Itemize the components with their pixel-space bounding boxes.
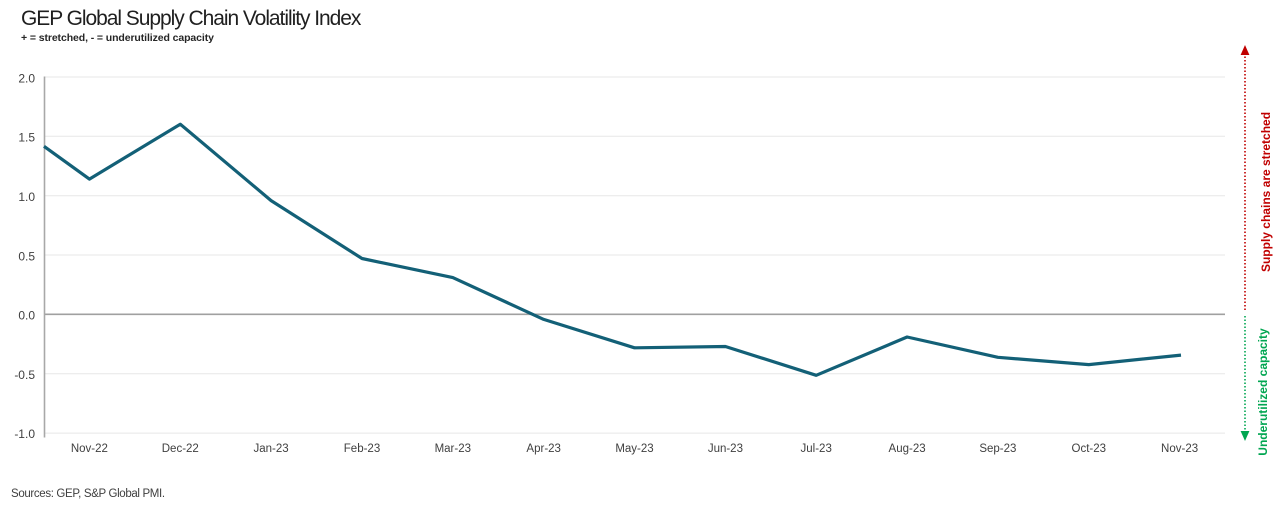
svg-text:Aug-23: Aug-23 bbox=[889, 443, 926, 455]
svg-text:Nov-23: Nov-23 bbox=[1161, 443, 1198, 455]
svg-text:Nov-22: Nov-22 bbox=[71, 443, 108, 455]
svg-text:Jun-23: Jun-23 bbox=[708, 443, 743, 455]
svg-text:0.5: 0.5 bbox=[18, 249, 35, 263]
svg-text:Jan-23: Jan-23 bbox=[254, 443, 289, 455]
svg-text:Sep-23: Sep-23 bbox=[979, 443, 1016, 455]
svg-text:-0.5: -0.5 bbox=[14, 368, 35, 382]
svg-text:-1.0: -1.0 bbox=[14, 427, 35, 441]
svg-text:Underutilized capacity: Underutilized capacity bbox=[1256, 328, 1270, 456]
svg-text:0.0: 0.0 bbox=[18, 308, 35, 322]
svg-text:2.0: 2.0 bbox=[18, 71, 35, 85]
svg-text:Jul-23: Jul-23 bbox=[801, 443, 832, 455]
svg-text:Supply chains are stretched: Supply chains are stretched bbox=[1259, 112, 1273, 272]
svg-text:Apr-23: Apr-23 bbox=[526, 443, 561, 455]
svg-text:Dec-22: Dec-22 bbox=[162, 443, 199, 455]
svg-text:Feb-23: Feb-23 bbox=[344, 443, 380, 455]
svg-text:Mar-23: Mar-23 bbox=[435, 443, 471, 455]
svg-text:1.5: 1.5 bbox=[18, 131, 35, 145]
svg-text:Oct-23: Oct-23 bbox=[1072, 443, 1107, 455]
svg-text:May-23: May-23 bbox=[615, 443, 653, 455]
svg-text:1.0: 1.0 bbox=[18, 190, 35, 204]
